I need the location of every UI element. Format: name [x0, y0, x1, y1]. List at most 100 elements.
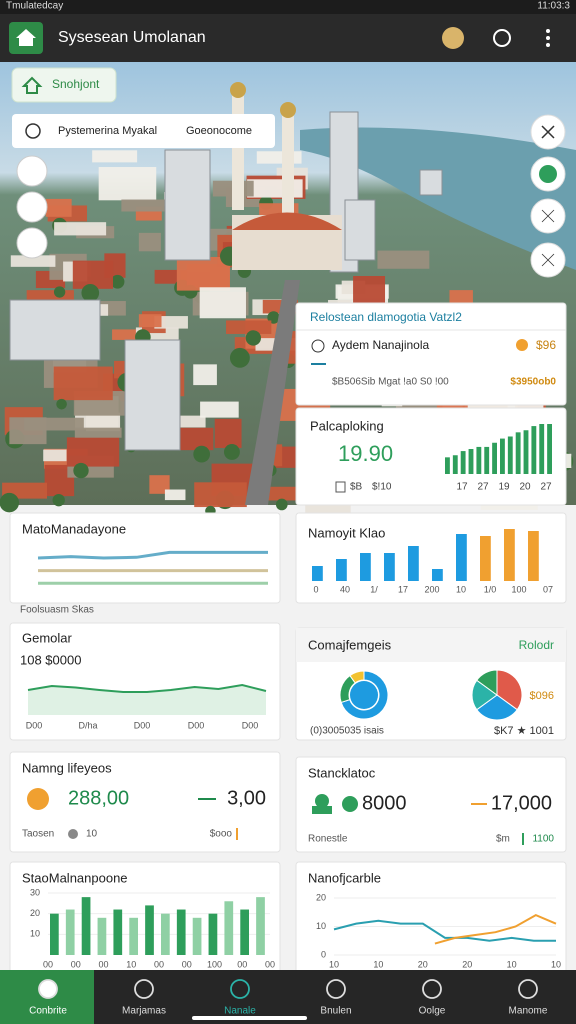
x-tick-label: 27 — [477, 482, 489, 493]
widget-title: Gemolar — [22, 630, 73, 645]
bar — [145, 905, 154, 955]
building — [247, 179, 303, 198]
map-button-icon — [541, 209, 555, 223]
foot-bar — [522, 833, 524, 845]
pie-foot: $K7 ★ 1001 — [494, 725, 554, 737]
spark-title: Palcaploking — [310, 418, 384, 433]
menu-dot[interactable] — [546, 29, 550, 33]
home-icon — [16, 29, 36, 46]
bar — [360, 553, 371, 581]
nav-icon[interactable] — [422, 979, 442, 999]
bar — [65, 909, 75, 955]
line — [434, 913, 557, 945]
foot-bar — [236, 828, 238, 840]
widget-value: 17,000 — [491, 792, 552, 814]
x-tick-label: 27 — [540, 482, 552, 493]
minaret — [232, 90, 244, 210]
search-bar[interactable] — [12, 114, 275, 148]
tree — [110, 274, 125, 289]
card-header — [296, 628, 566, 662]
building — [10, 255, 56, 267]
bar — [256, 897, 265, 955]
nav-icon[interactable] — [230, 979, 250, 999]
map-tool[interactable] — [16, 191, 48, 223]
building — [138, 314, 162, 328]
building — [164, 489, 186, 501]
y-tick-label: 20 — [316, 892, 326, 902]
tree — [229, 347, 250, 368]
map-tool[interactable] — [16, 155, 48, 187]
avatar[interactable] — [442, 27, 464, 49]
bar — [113, 909, 123, 955]
widget-value: 3,00 — [227, 787, 266, 809]
widget-value: 8000 — [362, 792, 407, 814]
nav-icon[interactable] — [38, 979, 58, 999]
building — [24, 417, 84, 431]
x-tick-label: 10 — [373, 959, 383, 969]
nav-label: Nanale — [224, 1006, 256, 1017]
search-text: Pystemerina Myakal — [58, 125, 157, 137]
nav-icon[interactable] — [326, 979, 346, 999]
info-row: Aydem Nanajinola — [332, 338, 429, 352]
spark-icon — [335, 481, 346, 493]
x-tick-label: 10 — [329, 959, 339, 969]
bar — [336, 559, 347, 581]
widget-title: Stancklatoc — [308, 765, 376, 780]
widget-title: Nanofjcarble — [308, 870, 381, 885]
widget-foot: $m — [496, 834, 510, 845]
building — [53, 366, 113, 401]
nav-icon[interactable] — [134, 979, 154, 999]
people-icon — [315, 794, 329, 808]
info-title: Relostean dlamogotia Vatzl2 — [310, 310, 462, 324]
status-bar — [0, 0, 576, 14]
tree — [56, 398, 67, 410]
bar — [476, 446, 482, 474]
building — [193, 364, 217, 386]
y-tick-label: 0 — [321, 949, 326, 959]
building — [149, 475, 170, 494]
map-tool[interactable] — [16, 227, 48, 259]
x-tick-label: 100 — [511, 584, 526, 594]
widget-value: 288,00 — [68, 787, 129, 809]
bar — [452, 455, 458, 474]
menu-dot[interactable] — [546, 36, 550, 40]
bar — [384, 553, 395, 581]
tree — [52, 493, 65, 507]
info-icon — [311, 339, 325, 353]
building — [54, 222, 107, 236]
status-text: Tmulatedcay — [6, 1, 63, 12]
bar — [192, 917, 202, 955]
x-tick-label: 40 — [340, 584, 350, 594]
widget-foot: 1100 — [532, 834, 554, 845]
info-row: $B506Sib Mgat !a0 S0 !00 — [332, 377, 449, 388]
info-value: $96 — [536, 338, 556, 352]
water — [300, 127, 576, 270]
tree — [81, 283, 100, 302]
nav-icon[interactable] — [518, 979, 538, 999]
chat-icon[interactable] — [493, 29, 511, 47]
nav-label: Oolge — [419, 1006, 446, 1017]
building — [449, 290, 473, 306]
tree — [0, 492, 20, 513]
menu-dot[interactable] — [546, 43, 550, 47]
spark-card — [295, 407, 567, 506]
line — [27, 683, 267, 693]
map-button-icon — [541, 253, 555, 267]
building — [159, 415, 206, 428]
x-tick-label: 00 — [154, 959, 164, 969]
bar — [50, 913, 59, 955]
bar — [528, 531, 539, 581]
building — [121, 199, 181, 212]
building — [45, 198, 72, 217]
bottom-nav — [0, 970, 576, 1024]
bar — [531, 426, 537, 474]
building — [66, 437, 120, 467]
widget-foot: $ooo — [210, 829, 233, 840]
y-tick-label: 10 — [30, 929, 40, 939]
tree — [245, 330, 261, 346]
tree — [193, 445, 211, 463]
bar — [515, 432, 521, 474]
x-tick-label: 20 — [519, 482, 531, 493]
pie-slice — [476, 694, 518, 721]
